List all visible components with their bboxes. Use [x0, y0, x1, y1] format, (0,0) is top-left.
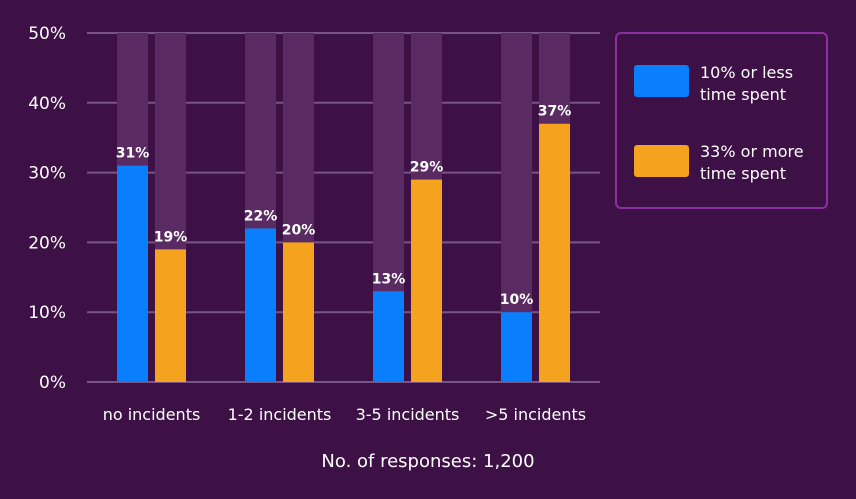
y-tick-label: 10% [28, 303, 66, 323]
data-label: 31% [116, 146, 150, 162]
x-category-label: 3-5 incidents [356, 405, 460, 424]
legend-swatch-high-time [634, 145, 689, 177]
bar-low-time-1 [245, 228, 276, 382]
labels-layer: 0%10%20%30%40%50%31%19%no incidents22%20… [28, 24, 586, 424]
data-label: 13% [372, 271, 406, 287]
legend-label: 33% or more [700, 142, 804, 161]
bar-high-time-1 [283, 242, 314, 382]
legend-swatch-low-time [634, 65, 689, 97]
legend-box [615, 32, 828, 209]
y-tick-label: 30% [28, 164, 66, 184]
data-label: 20% [282, 222, 316, 238]
x-category-label: >5 incidents [485, 405, 586, 424]
bar-low-time-2 [373, 291, 404, 382]
bar-low-time-3 [501, 312, 532, 382]
bar-high-time-2 [411, 179, 442, 382]
x-category-label: 1-2 incidents [228, 405, 332, 424]
data-label: 29% [410, 160, 444, 176]
y-tick-label: 0% [39, 373, 66, 393]
legend-label: time spent [700, 164, 786, 183]
data-label: 37% [538, 104, 572, 120]
bar-high-time-0 [155, 249, 186, 382]
y-tick-label: 50% [28, 24, 66, 44]
data-label: 22% [244, 208, 278, 224]
data-label: 10% [500, 292, 534, 308]
bar-low-time-0 [117, 165, 148, 382]
x-category-label: no incidents [103, 405, 201, 424]
bars-layer [117, 33, 570, 383]
bar-high-time-3 [539, 123, 570, 383]
y-tick-label: 40% [28, 94, 66, 114]
legend-label: time spent [700, 85, 786, 104]
legend: 10% or less time spent 33% or more time spe… [615, 32, 828, 209]
y-tick-label: 20% [28, 233, 66, 253]
legend-label: 10% or less [700, 63, 793, 82]
response-count-footer: No. of responses: 1,200 [321, 451, 534, 472]
data-label: 19% [154, 229, 188, 245]
